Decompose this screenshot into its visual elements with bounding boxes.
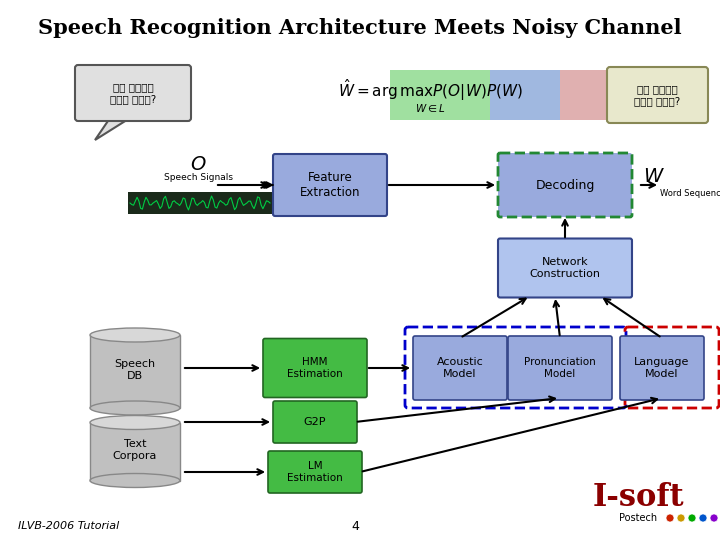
Ellipse shape: [90, 415, 180, 429]
Text: Speech Recognition Architecture Meets Noisy Channel: Speech Recognition Architecture Meets No…: [38, 18, 682, 38]
Text: LM
Estimation: LM Estimation: [287, 461, 343, 483]
FancyBboxPatch shape: [273, 401, 357, 443]
Text: Postech: Postech: [619, 513, 657, 523]
Text: HMM
Estimation: HMM Estimation: [287, 357, 343, 379]
Text: Acoustic
Model: Acoustic Model: [436, 357, 483, 379]
FancyBboxPatch shape: [620, 336, 704, 400]
Circle shape: [688, 514, 696, 522]
Text: Text
Corpora: Text Corpora: [113, 439, 157, 461]
FancyBboxPatch shape: [498, 239, 632, 298]
Circle shape: [666, 514, 674, 522]
Text: $W$: $W$: [643, 167, 665, 186]
Text: Feature
Extraction: Feature Extraction: [300, 171, 360, 199]
Text: $\hat{W} = \arg\max P(O|W)P(W)$: $\hat{W} = \arg\max P(O|W)P(W)$: [338, 77, 523, 103]
Circle shape: [699, 514, 707, 522]
FancyBboxPatch shape: [273, 154, 387, 216]
Text: I-soft: I-soft: [592, 483, 684, 514]
Text: Language
Model: Language Model: [634, 357, 690, 379]
Text: Network
Construction: Network Construction: [529, 257, 600, 279]
Text: Word Sequence: Word Sequence: [660, 188, 720, 198]
Bar: [90, 335, 180, 408]
Bar: [390, 70, 490, 120]
Circle shape: [677, 514, 685, 522]
FancyBboxPatch shape: [607, 67, 708, 123]
Text: Pronunciation
Model: Pronunciation Model: [524, 357, 596, 379]
Ellipse shape: [90, 328, 180, 342]
FancyBboxPatch shape: [498, 153, 632, 217]
Text: $O$: $O$: [189, 156, 207, 174]
FancyBboxPatch shape: [508, 336, 612, 400]
Bar: [490, 70, 560, 120]
Text: G2P: G2P: [304, 417, 326, 427]
Ellipse shape: [90, 474, 180, 488]
FancyBboxPatch shape: [263, 339, 367, 397]
Text: 버스 정류장이
어디에 있나요?: 버스 정류장이 어디에 있나요?: [110, 82, 156, 104]
Bar: [128, 192, 272, 214]
FancyBboxPatch shape: [75, 65, 191, 121]
Polygon shape: [95, 118, 130, 140]
FancyBboxPatch shape: [413, 336, 507, 400]
Bar: [90, 422, 180, 481]
Ellipse shape: [90, 401, 180, 415]
Text: 버스 정류장이
어디에 있나요?: 버스 정류장이 어디에 있나요?: [634, 84, 680, 106]
Bar: [300, 68, 640, 128]
FancyBboxPatch shape: [268, 451, 362, 493]
Circle shape: [710, 514, 718, 522]
Text: ILVB-2006 Tutorial: ILVB-2006 Tutorial: [18, 521, 120, 531]
Text: Decoding: Decoding: [535, 179, 595, 192]
Text: Speech
DB: Speech DB: [114, 359, 156, 381]
Text: 4: 4: [351, 519, 359, 532]
Bar: [560, 70, 615, 120]
Text: Speech Signals: Speech Signals: [163, 173, 233, 183]
Text: $W \in L$: $W \in L$: [415, 102, 445, 114]
